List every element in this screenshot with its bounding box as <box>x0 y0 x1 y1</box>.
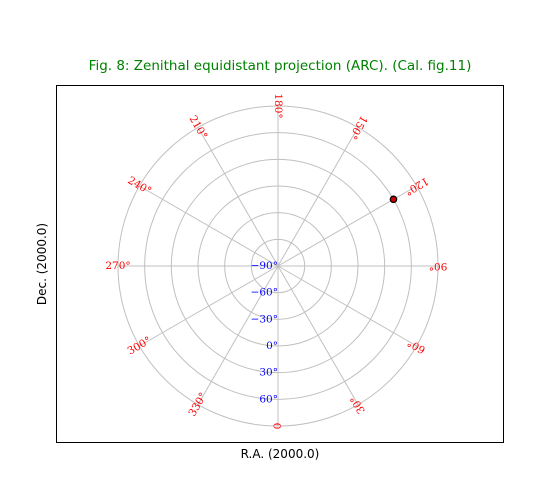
ra-label: 120° <box>403 174 431 197</box>
meridian-line <box>139 265 279 347</box>
ra-label: 0 <box>272 423 284 430</box>
dec-label: −90° <box>251 260 278 272</box>
graticule <box>117 105 439 427</box>
marker-layer <box>389 195 398 204</box>
meridian-line <box>139 185 279 267</box>
meridian-line <box>277 265 417 347</box>
ra-label: 270° <box>105 260 130 272</box>
meridian-line <box>277 265 359 405</box>
figure-title: Fig. 8: Zenithal equidistant projection … <box>88 58 472 74</box>
ra-label: 240° <box>125 174 153 197</box>
position-marker <box>389 195 398 204</box>
meridian-line <box>197 127 279 267</box>
meridian-line <box>197 265 279 405</box>
dec-label: −30° <box>251 313 278 325</box>
x-axis-label: R.A. (2000.0) <box>240 447 320 461</box>
dec-label: 30° <box>259 367 278 379</box>
ra-label: 180° <box>272 93 284 118</box>
dec-label: 60° <box>259 393 278 405</box>
ra-label: 210° <box>186 113 209 141</box>
ra-label: 90° <box>429 260 448 272</box>
axes-frame <box>56 85 504 443</box>
meridian-line <box>277 127 359 267</box>
ra-label: 60° <box>405 336 427 356</box>
y-axis-label: Dec. (2000.0) <box>35 222 49 306</box>
ra-label: 30° <box>348 393 368 415</box>
dec-label: −60° <box>251 287 278 299</box>
graticule-labels: 0 30° 60° 90° 120° 150° 180° 210° 240° 270° 300° 33… <box>105 93 447 429</box>
ra-label: 330° <box>186 391 209 419</box>
ra-label: 300° <box>125 334 153 357</box>
dec-label: 0° <box>266 340 278 352</box>
ra-label: 150° <box>346 113 369 141</box>
